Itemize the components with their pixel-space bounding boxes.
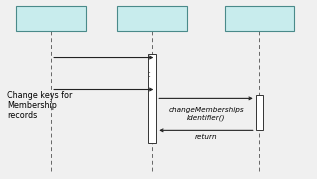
Bar: [148, 54, 156, 143]
Bar: [225, 6, 294, 31]
Bar: [118, 6, 187, 31]
Text: :: :: [147, 69, 151, 79]
Text: :Source System: :Source System: [121, 14, 184, 23]
Bar: [256, 95, 263, 130]
Text: Change keys for
Membership
records: Change keys for Membership records: [7, 91, 72, 120]
Text: :Trigger Action: :Trigger Action: [22, 14, 80, 23]
Text: changeMemberships
Identifier(): changeMemberships Identifier(): [168, 107, 244, 121]
Bar: [16, 6, 86, 31]
Text: return: return: [195, 134, 217, 140]
Text: :Target System: :Target System: [230, 14, 289, 23]
